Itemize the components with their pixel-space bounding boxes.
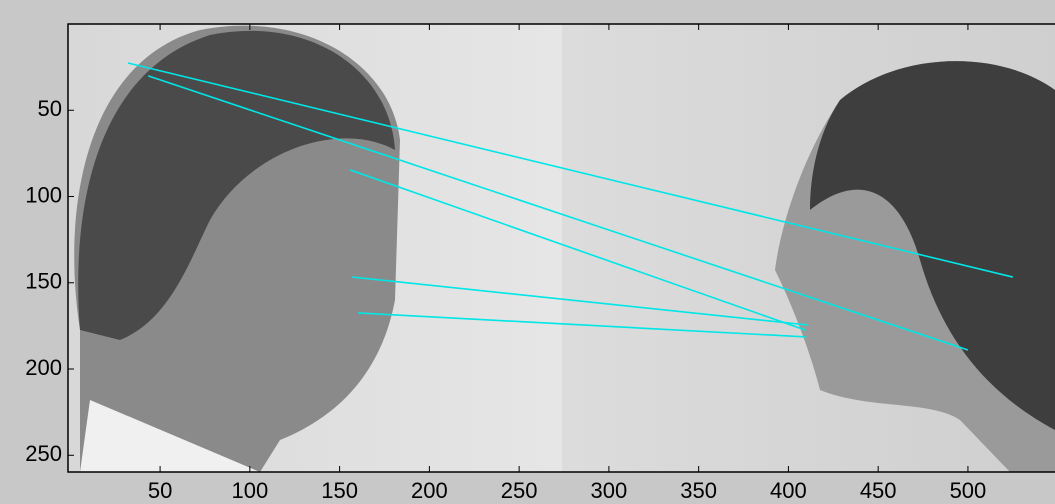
x-tick-label: 500	[950, 478, 987, 503]
y-tick-label: 200	[25, 355, 62, 380]
x-tick-label: 100	[231, 478, 268, 503]
page: {"chart_data": {"type": "line", "series"…	[0, 0, 1055, 504]
x-tick-label: 350	[680, 478, 717, 503]
image	[68, 24, 1055, 472]
x-tick-label: 300	[591, 478, 628, 503]
x-tick-label: 250	[501, 478, 538, 503]
x-tick-label: 150	[321, 478, 358, 503]
x-tick-label: 450	[860, 478, 897, 503]
x-tick-label: 200	[411, 478, 448, 503]
y-tick-label: 50	[38, 96, 62, 121]
chart: 50 100 150 200 250 300 350 400 450 500 50 100 150 200…	[0, 0, 1055, 504]
y-tick-label: 150	[25, 269, 62, 294]
x-tick-label: 400	[770, 478, 807, 503]
y-tick-label: 250	[25, 441, 62, 466]
x-tick-label: 50	[148, 478, 172, 503]
y-tick-label: 100	[25, 182, 62, 207]
